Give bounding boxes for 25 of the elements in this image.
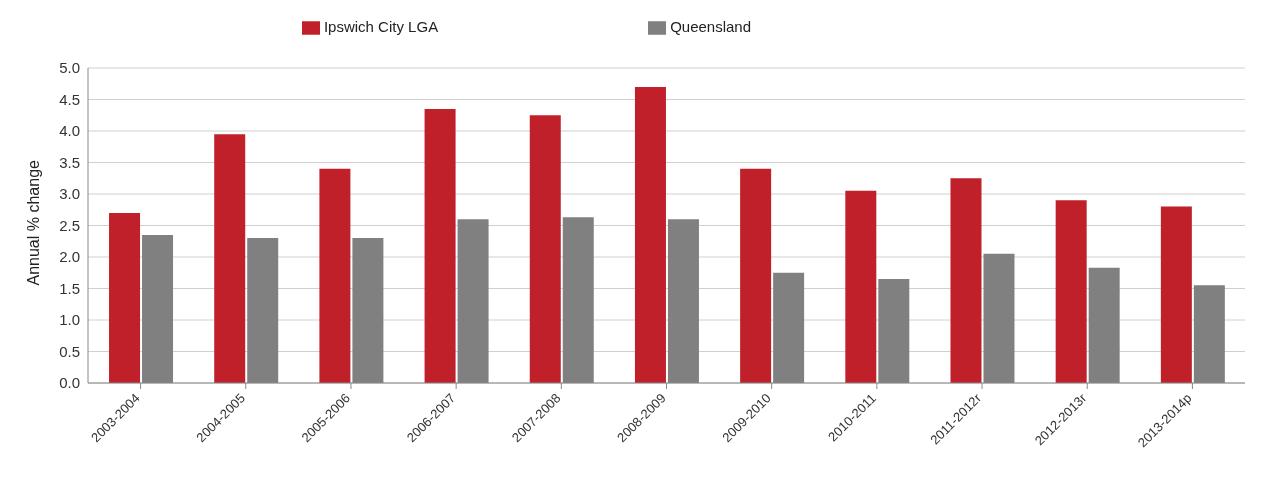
- legend-label: Ipswich City LGA: [323, 18, 439, 35]
- y-tick-label: 3.5: [59, 153, 80, 171]
- y-axis-title: Annual % change: [24, 159, 42, 286]
- y-tick-label: 1.0: [59, 311, 80, 329]
- bar: [740, 168, 772, 383]
- y-tick-label: 2.5: [59, 216, 80, 234]
- y-tick-label: 5.0: [59, 59, 80, 77]
- bar: [1055, 200, 1087, 383]
- y-tick-label: 4.5: [59, 90, 80, 108]
- y-tick-label: 1.5: [59, 279, 80, 297]
- bar: [845, 190, 877, 383]
- y-tick-label: 2.0: [59, 248, 80, 266]
- bar: [424, 108, 456, 383]
- bar: [1160, 206, 1192, 383]
- y-tick-label: 0.0: [59, 374, 80, 392]
- y-tick-label: 0.5: [59, 342, 80, 360]
- bar: [109, 212, 141, 383]
- y-tick-label: 3.0: [59, 185, 80, 203]
- bar: [214, 134, 246, 383]
- bar: [950, 178, 982, 383]
- y-tick-label: 4.0: [59, 122, 80, 140]
- legend-label: Queensland: [670, 18, 752, 35]
- bar: [319, 168, 351, 383]
- bar: [634, 86, 666, 383]
- bar: [529, 115, 561, 383]
